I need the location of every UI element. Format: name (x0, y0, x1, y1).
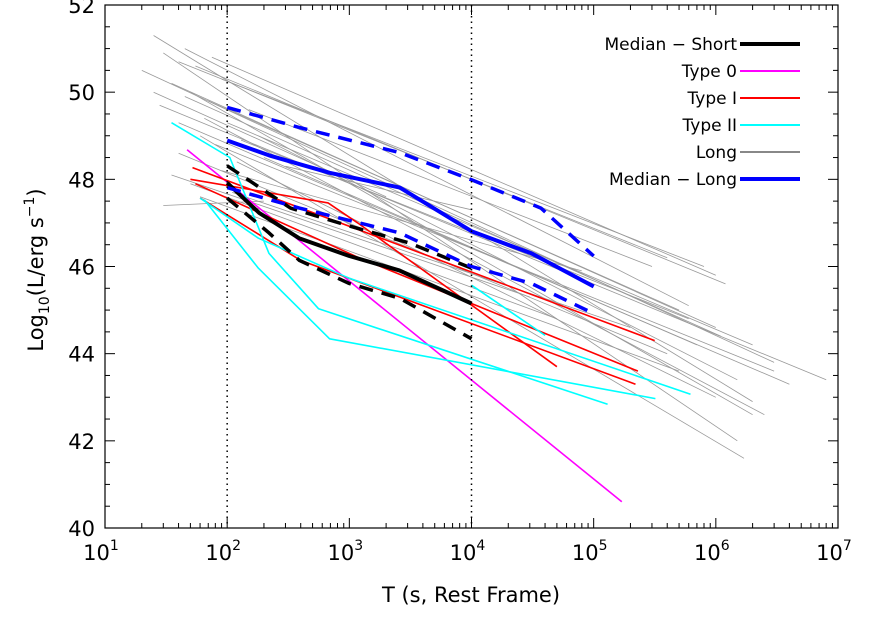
series-line-long (285, 165, 472, 211)
series-line-long (171, 174, 530, 298)
y-tick-label: 50 (68, 81, 95, 105)
legend-label: Type 0 (681, 62, 737, 82)
series-line-long (153, 91, 387, 198)
series-line-long (141, 70, 775, 363)
series-line-long (208, 100, 680, 311)
legend-label: Long (696, 143, 737, 163)
y-tick-label: 42 (68, 430, 95, 454)
series-line-long (204, 117, 765, 416)
y-axis-label: Log10(L/erg s−1) (22, 188, 53, 351)
x-tick-label: 101 (83, 538, 119, 565)
series-line-median-long (226, 105, 595, 258)
series-line-long (221, 170, 582, 272)
x-axis-label: T (s, Rest Frame) (381, 583, 560, 607)
reference-vlines (226, 5, 473, 528)
series-line-long (184, 48, 689, 307)
series-line-long (178, 61, 668, 259)
series-line-type-ii (171, 122, 608, 405)
series-line-type-ii (203, 199, 656, 400)
series-line-long (211, 56, 716, 276)
x-tick-label: 107 (816, 538, 852, 565)
y-tick-label: 48 (68, 168, 95, 192)
series-lines (141, 35, 827, 503)
legend: Median − Short Type 0 Type I Type II Long Med… (604, 35, 800, 190)
legend-label: Type I (687, 89, 737, 109)
series-line-type-i (199, 197, 636, 385)
legend-label: Type II (682, 116, 737, 136)
x-tick-label: 105 (572, 538, 608, 565)
legend-label: Median − Short (604, 35, 737, 55)
axis-ticks: 101 102 103 104 105 106 107 40 42 44 46 48 50 52 (68, 0, 852, 565)
series-line-median-short (226, 196, 473, 341)
y-tick-label: 52 (68, 0, 95, 18)
series-line-type-ii (199, 197, 691, 395)
series-line-long (184, 96, 722, 337)
x-tick-label: 103 (328, 538, 364, 565)
y-tick-label: 44 (68, 343, 95, 367)
series-line-median-long (226, 138, 595, 289)
series-line-long (263, 157, 698, 346)
series-line-long (232, 192, 631, 328)
series-line-median-short (225, 181, 473, 306)
x-tick-label: 102 (205, 538, 241, 565)
series-line-median-long (226, 185, 595, 316)
y-tick-label: 46 (68, 256, 95, 280)
series-line-type-i (190, 178, 558, 368)
series-line-type-ii (471, 284, 546, 337)
x-tick-label: 106 (694, 538, 730, 565)
y-tick-label: 40 (68, 517, 95, 541)
legend-label: Median − Long (609, 170, 737, 190)
series-line-long (227, 122, 753, 346)
series-line-type-0 (186, 149, 623, 503)
series-line-median-short (226, 164, 473, 270)
x-tick-label: 104 (450, 538, 486, 565)
series-line-type-i (192, 166, 655, 342)
series-line-long (248, 109, 653, 267)
